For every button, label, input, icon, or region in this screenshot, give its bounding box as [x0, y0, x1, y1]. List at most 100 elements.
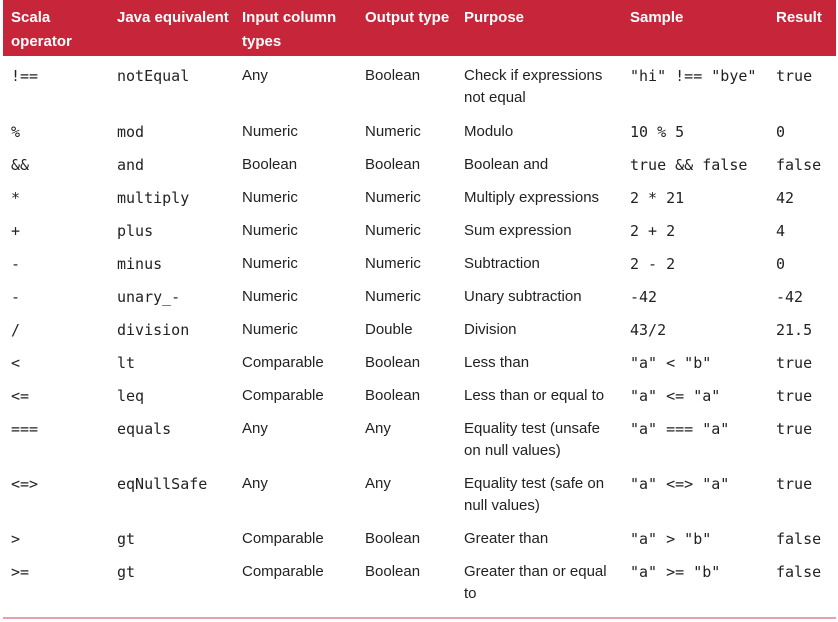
- cell-sample: "a" > "b": [630, 530, 712, 548]
- cell-sample: "a" >= "b": [630, 563, 721, 581]
- table-bottom-rule: [3, 617, 836, 619]
- cell-input-types: Any: [242, 67, 268, 84]
- cell-input-types: Numeric: [242, 321, 298, 338]
- cell-output-type: Boolean: [365, 156, 421, 173]
- cell-purpose: Check if expressions not equal: [464, 67, 603, 106]
- cell-output-type: Boolean: [365, 387, 421, 404]
- cell-sample: 2 - 2: [630, 255, 676, 273]
- cell-result: 4: [776, 222, 786, 240]
- cell-result: false: [776, 563, 822, 581]
- cell-input-types: Any: [242, 475, 268, 492]
- cell-java-equivalent: plus: [117, 222, 154, 240]
- table-row: === equals Any Any Equality test (unsafe on …: [3, 414, 836, 469]
- cell-output-type: Double: [365, 321, 413, 338]
- cell-java-equivalent: gt: [117, 530, 136, 548]
- cell-result: true: [776, 354, 813, 372]
- cell-output-type: Boolean: [365, 67, 421, 84]
- cell-output-type: Numeric: [365, 255, 421, 272]
- cell-scala-operator: >=: [11, 563, 30, 581]
- header-sample: Sample: [622, 0, 768, 56]
- cell-purpose: Less than or equal to: [464, 387, 605, 404]
- header-row: Scala operator Java equivalent Input col…: [3, 0, 836, 56]
- cell-input-types: Any: [242, 420, 268, 437]
- cell-input-types: Comparable: [242, 530, 324, 547]
- cell-scala-operator: &&: [11, 156, 30, 174]
- cell-input-types: Numeric: [242, 288, 298, 305]
- cell-sample: 2 + 2: [630, 222, 676, 240]
- cell-purpose: Boolean and: [464, 156, 549, 173]
- cell-result: false: [776, 530, 822, 548]
- cell-sample: 2 * 21: [630, 189, 685, 207]
- cell-purpose: Equality test (unsafe on null values): [464, 420, 600, 459]
- cell-sample: "hi" !== "bye": [630, 67, 757, 85]
- table-row: > gt Comparable Boolean Greater than "a" > "b…: [3, 524, 836, 557]
- table-row: / division Numeric Double Division 43/2 21.5: [3, 315, 836, 348]
- cell-sample: 10 % 5: [630, 123, 685, 141]
- header-java-equivalent: Java equivalent: [109, 0, 234, 56]
- cell-java-equivalent: minus: [117, 255, 163, 273]
- cell-scala-operator: %: [11, 123, 21, 141]
- cell-scala-operator: *: [11, 189, 21, 207]
- cell-output-type: Any: [365, 420, 391, 437]
- cell-sample: "a" < "b": [630, 354, 712, 372]
- table-row: < lt Comparable Boolean Less than "a" < "b" tr…: [3, 348, 836, 381]
- cell-output-type: Any: [365, 475, 391, 492]
- cell-purpose: Greater than or equal to: [464, 563, 607, 602]
- cell-scala-operator: /: [11, 321, 21, 339]
- cell-output-type: Numeric: [365, 288, 421, 305]
- cell-purpose: Division: [464, 321, 517, 338]
- table-row: <= leq Comparable Boolean Less than or equal…: [3, 381, 836, 414]
- cell-sample: "a" <=> "a": [630, 475, 730, 493]
- cell-input-types: Numeric: [242, 255, 298, 272]
- cell-java-equivalent: leq: [117, 387, 145, 405]
- cell-input-types: Numeric: [242, 123, 298, 140]
- cell-sample: "a" === "a": [630, 420, 730, 438]
- cell-java-equivalent: eqNullSafe: [117, 475, 208, 493]
- header-scala-operator: Scala operator: [3, 0, 109, 56]
- table-row: !== notEqual Any Boolean Check if expression…: [3, 56, 836, 117]
- cell-input-types: Numeric: [242, 222, 298, 239]
- cell-output-type: Numeric: [365, 189, 421, 206]
- cell-purpose: Equality test (safe on null values): [464, 475, 605, 514]
- cell-sample: true && false: [630, 156, 748, 174]
- cell-java-equivalent: lt: [117, 354, 136, 372]
- cell-java-equivalent: unary_-: [117, 288, 181, 306]
- header-output-type: Output type: [357, 0, 456, 56]
- cell-output-type: Boolean: [365, 563, 421, 580]
- cell-input-types: Numeric: [242, 189, 298, 206]
- cell-java-equivalent: gt: [117, 563, 136, 581]
- cell-purpose: Subtraction: [464, 255, 540, 272]
- table-row: <=> eqNullSafe Any Any Equality test (safe o…: [3, 469, 836, 524]
- cell-input-types: Boolean: [242, 156, 298, 173]
- cell-sample: 43/2: [630, 321, 667, 339]
- cell-result: true: [776, 420, 813, 438]
- cell-scala-operator: <: [11, 354, 21, 372]
- header-result: Result: [768, 0, 836, 56]
- cell-purpose: Multiply expressions: [464, 189, 600, 206]
- cell-scala-operator: <=: [11, 387, 30, 405]
- cell-input-types: Comparable: [242, 354, 324, 371]
- cell-result: true: [776, 475, 813, 493]
- cell-scala-operator: >: [11, 530, 21, 548]
- cell-purpose: Sum expression: [464, 222, 572, 239]
- cell-java-equivalent: equals: [117, 420, 172, 438]
- cell-output-type: Numeric: [365, 123, 421, 140]
- cell-scala-operator: -: [11, 255, 21, 273]
- cell-java-equivalent: division: [117, 321, 190, 339]
- cell-java-equivalent: mod: [117, 123, 145, 141]
- cell-scala-operator: -: [11, 288, 21, 306]
- cell-result: true: [776, 387, 813, 405]
- cell-output-type: Numeric: [365, 222, 421, 239]
- header-input-column-types: Input column types: [234, 0, 357, 56]
- cell-result: 21.5: [776, 321, 813, 339]
- table-row: && and Boolean Boolean Boolean and true && fa…: [3, 150, 836, 183]
- cell-purpose: Unary subtraction: [464, 288, 582, 305]
- cell-result: false: [776, 156, 822, 174]
- cell-output-type: Boolean: [365, 530, 421, 547]
- cell-result: 0: [776, 255, 786, 273]
- cell-java-equivalent: and: [117, 156, 145, 174]
- cell-purpose: Modulo: [464, 123, 514, 140]
- cell-result: 42: [776, 189, 795, 207]
- table-row: * multiply Numeric Numeric Multiply expressi…: [3, 183, 836, 216]
- cell-scala-operator: <=>: [11, 475, 39, 493]
